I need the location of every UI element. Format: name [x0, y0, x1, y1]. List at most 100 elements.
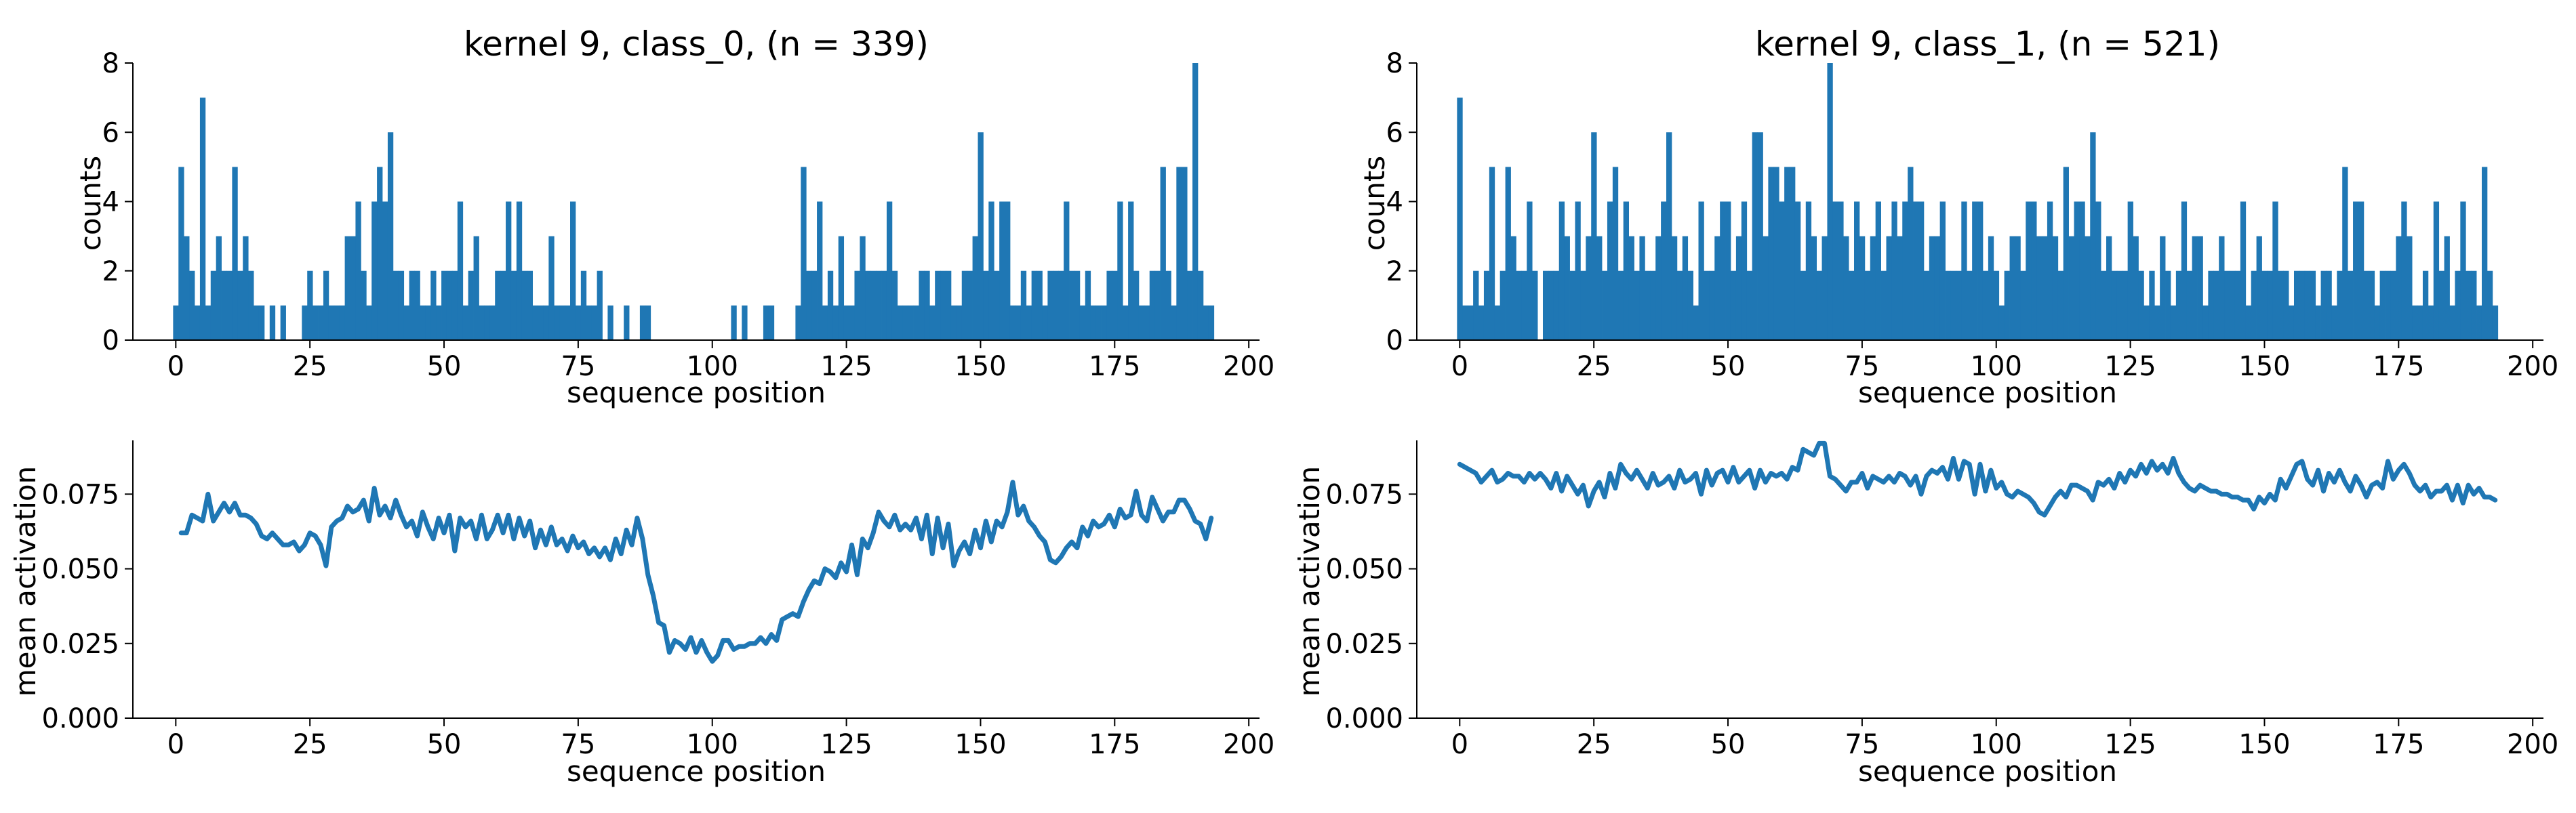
hist-class0-bar — [1192, 63, 1199, 340]
hist-class1-bar — [2213, 270, 2219, 340]
hist-class1-bar — [2154, 305, 2160, 341]
hist-class1-bar — [1934, 236, 1941, 341]
hist-class1-bar — [1913, 201, 1919, 340]
chart-title-class0: kernel 9, class_0, (n = 339) — [464, 24, 929, 64]
hist-class1-bar — [1596, 236, 1603, 341]
hist-class1-bar — [1897, 236, 1903, 341]
hist-class0-bar — [457, 201, 464, 340]
hist-class1-bar — [1586, 236, 1592, 341]
hist-class0-x-tick-label: 25 — [293, 351, 327, 382]
hist-class1-bar — [1956, 270, 1962, 340]
hist-class0-bar — [886, 201, 893, 340]
hist-class0-bar — [832, 305, 839, 341]
hist-class0-bar — [339, 305, 346, 341]
hist-class1-bar — [1720, 201, 1726, 340]
hist-class1-bar — [2101, 270, 2107, 340]
hist-class0-bar — [1112, 270, 1118, 340]
hist-class1-bar — [2412, 305, 2418, 341]
hist-class1-bar — [1875, 201, 1881, 340]
hist-class1-bar — [1650, 270, 1656, 340]
hist-class1-bar — [2326, 270, 2332, 340]
hist-class0-bar — [436, 305, 442, 341]
hist-class1-bar — [1838, 201, 1844, 340]
hist-class1-bar — [1704, 270, 1710, 340]
hist-class0-bar — [195, 305, 201, 341]
line-class0-x-tick-label: 150 — [954, 729, 1006, 760]
hist-class1-bar — [2422, 270, 2429, 340]
hist-class1-bar — [2090, 132, 2096, 340]
ylabel-hist-class1: counts — [1358, 156, 1391, 251]
hist-class0-bar — [1005, 201, 1011, 340]
hist-class0-bar — [763, 305, 769, 341]
hist-class1-bar — [1607, 201, 1613, 340]
hist-class0-bar — [425, 305, 431, 341]
hist-class1-bar — [2085, 236, 2091, 341]
hist-class0-x-tick-label: 125 — [820, 351, 872, 382]
hist-class0-bar — [607, 305, 613, 341]
hist-class1-bar — [2208, 270, 2214, 340]
hist-class0-bar — [451, 270, 458, 340]
hist-class0-bar — [849, 305, 855, 341]
hist-class1-bar — [1564, 236, 1570, 341]
hist-class0-bar — [269, 305, 276, 341]
hist-class0-x-tick-label: 200 — [1223, 351, 1274, 382]
hist-class1-y-tick-label: 4 — [1386, 187, 1403, 218]
hist-class0-bar — [468, 270, 474, 340]
hist-class1-bar — [1527, 201, 1533, 340]
hist-class0-bar — [189, 270, 195, 340]
hist-class1-bar — [1773, 167, 1779, 341]
hist-class0-bar — [586, 305, 592, 341]
hist-class1-bar — [2374, 305, 2381, 341]
hist-class0-bar — [1079, 305, 1086, 341]
line-class0-x-tick-label: 175 — [1089, 729, 1140, 760]
hist-class1-bar — [1693, 305, 1699, 341]
hist-class0-bar — [645, 305, 651, 341]
hist-class0-bar — [1182, 167, 1188, 341]
hist-class1-bar — [1982, 270, 1989, 340]
hist-class0-bar — [891, 270, 898, 340]
hist-class1-bar — [1682, 236, 1689, 341]
hist-class0-bar — [323, 270, 329, 340]
hist-class0-bar — [639, 305, 646, 341]
hist-class1-bar — [2261, 270, 2268, 340]
hist-class1-bar — [2476, 305, 2482, 341]
hist-class0-bar — [318, 305, 324, 341]
hist-class1-bar — [1843, 236, 1849, 341]
hist-class0-bar — [398, 270, 405, 340]
hist-class1-bar — [1698, 201, 1704, 340]
hist-class1-x-tick-label: 150 — [2238, 351, 2290, 382]
line-class0-x-tick-label: 50 — [427, 729, 462, 760]
hist-class1-bar — [1478, 305, 1485, 341]
hist-class1-bar — [1730, 270, 1737, 340]
hist-class1-bar — [1671, 236, 1678, 341]
line-class1-y-tick-label: 0.050 — [1325, 554, 1403, 585]
hist-class0-x-tick-label: 50 — [427, 351, 462, 382]
hist-class1-bar — [2245, 305, 2252, 341]
hist-class1-bar — [1580, 270, 1586, 340]
hist-class0-bar — [226, 270, 233, 340]
hist-class0-bar — [548, 236, 555, 341]
hist-class1-bar — [2127, 201, 2133, 340]
hist-class0-bar — [307, 270, 313, 340]
hist-class1-bar — [1741, 201, 1748, 340]
hist-class0-bar — [929, 305, 935, 341]
hist-class1-bar — [1950, 270, 1956, 340]
hist-class1-bar — [1666, 132, 1672, 340]
hist-class1-bar — [1864, 270, 1871, 340]
hist-class1-bar — [2116, 270, 2123, 340]
hist-class1-bar — [1494, 305, 1501, 341]
hist-class1-bar — [2385, 270, 2391, 340]
hist-class0-bar — [559, 305, 565, 341]
hist-class0-bar — [446, 270, 453, 340]
hist-class0-bar — [1208, 305, 1215, 341]
line-class1-y-tick-label: 0.075 — [1325, 479, 1403, 510]
ylabel-hist-class0: counts — [74, 156, 107, 251]
hist-class0-y-tick-label: 8 — [102, 48, 119, 79]
hist-class0-bar — [173, 305, 179, 341]
hist-class0-bar — [1085, 270, 1091, 340]
hist-class0-bar — [956, 305, 963, 341]
hist-class1-bar — [2224, 270, 2230, 340]
hist-class0-bar — [1138, 305, 1145, 341]
hist-class1-bar — [1908, 167, 1914, 341]
hist-class1-bar — [2348, 270, 2354, 340]
